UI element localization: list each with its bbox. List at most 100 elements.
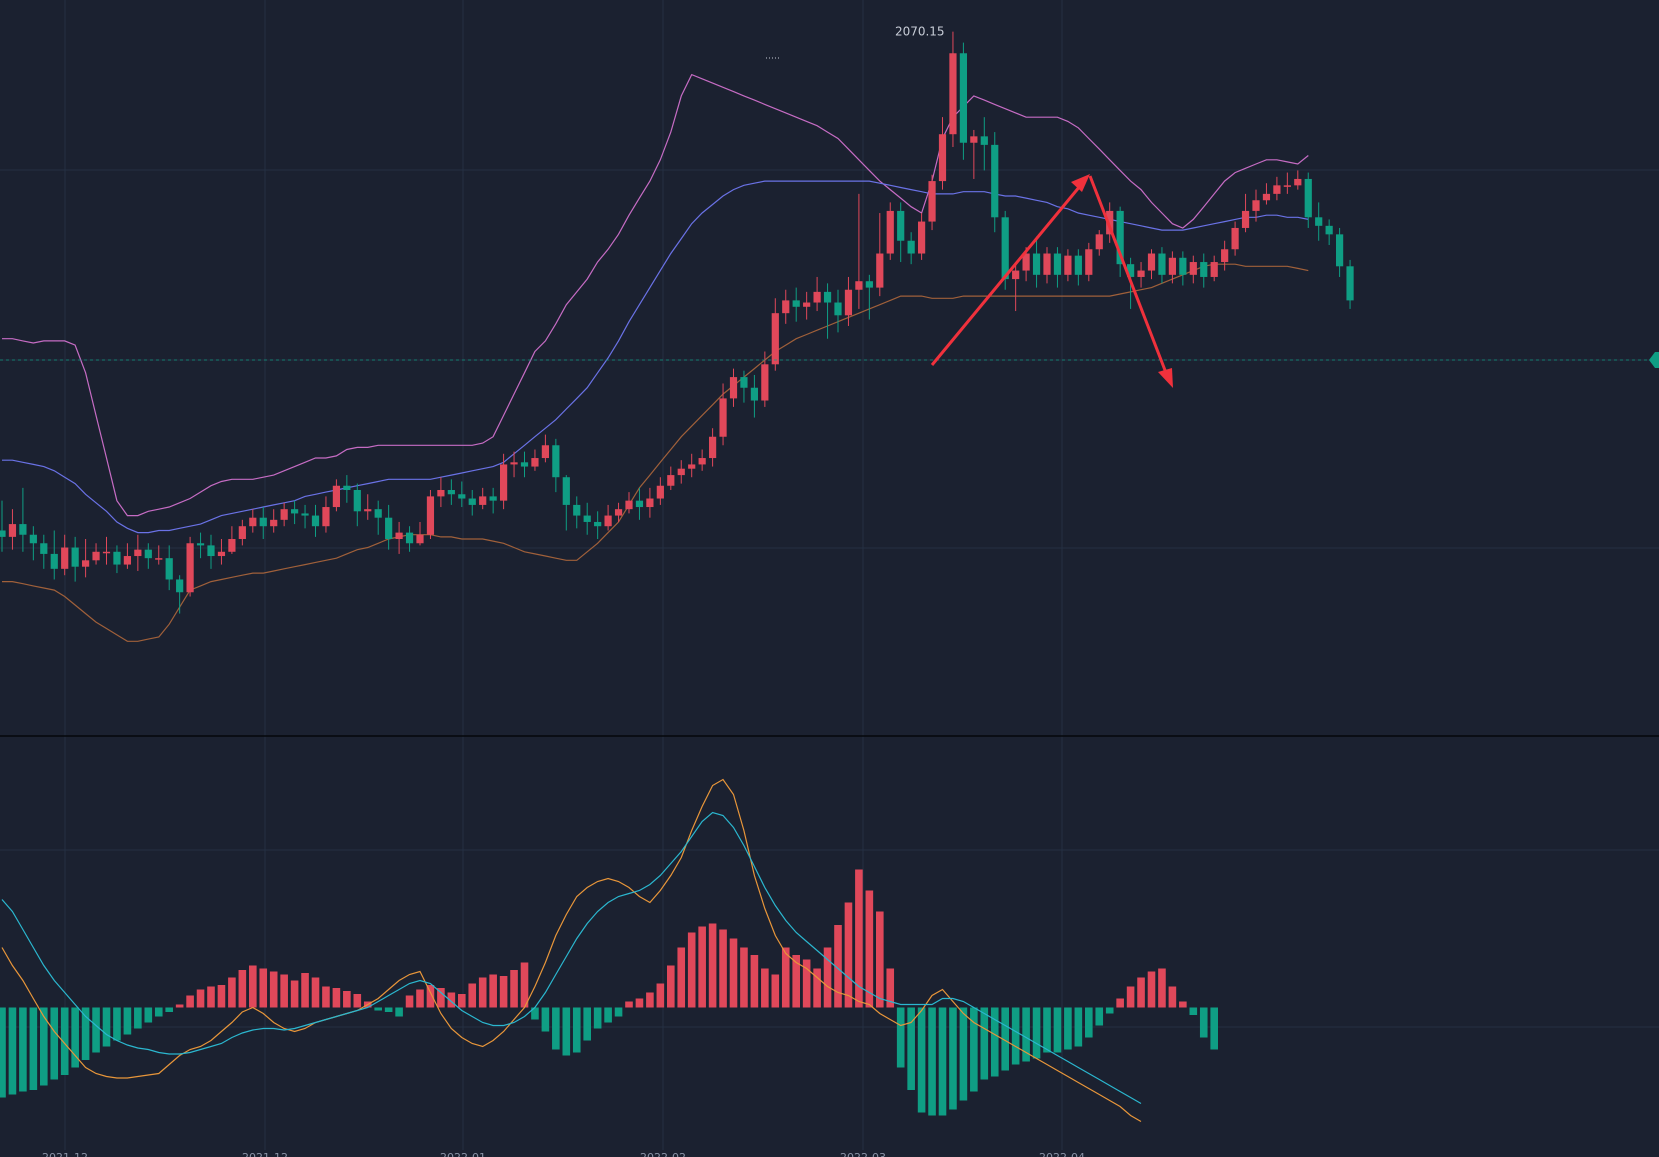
candle-body: [1137, 270, 1145, 277]
candle: [698, 449, 706, 471]
macd-histogram-bar: [1179, 1001, 1187, 1008]
candle-body: [646, 498, 654, 508]
candle-body: [500, 464, 508, 501]
candle-body: [949, 53, 957, 135]
candle: [604, 504, 612, 531]
candle-body: [123, 556, 131, 565]
macd-histogram-bar: [405, 995, 414, 1008]
candle: [625, 492, 633, 514]
x-axis: 2021-12 2021-12 2022-01 2022-02 2022-03 2022-…: [42, 1151, 1085, 1157]
macd-histogram-bar: [698, 926, 706, 1008]
macd-histogram-bar: [1158, 968, 1166, 1008]
candle-body: [489, 496, 497, 501]
macd-histogram-bar: [134, 1007, 142, 1029]
candle-body: [886, 210, 894, 254]
macd-histogram-bar: [154, 1007, 163, 1017]
candle-body: [1147, 253, 1156, 271]
candle-body: [82, 560, 90, 567]
candle: [782, 289, 790, 324]
macd-histogram-bar: [353, 994, 362, 1008]
candle-body: [1325, 225, 1333, 235]
macd-histogram-bar: [50, 1007, 59, 1080]
candle: [458, 481, 466, 508]
candle-body: [541, 445, 549, 459]
macd-histogram-bar: [175, 1004, 184, 1008]
candle-body: [1179, 257, 1187, 275]
candle: [19, 487, 27, 552]
candle: [541, 434, 549, 463]
candle: [1336, 227, 1344, 277]
macd-histogram-bar: [1116, 998, 1124, 1008]
candle-body: [959, 53, 967, 143]
candle: [8, 509, 17, 550]
macd-histogram-bar: [290, 980, 299, 1008]
candle: [343, 475, 351, 503]
macd-histogram-bar: [269, 971, 278, 1008]
macd-histogram-bar: [541, 1007, 550, 1032]
candle: [1032, 236, 1041, 288]
candle-body: [740, 377, 748, 388]
candle-body: [134, 549, 142, 557]
candle-body: [479, 496, 487, 505]
macd-histogram-bar: [81, 1007, 90, 1060]
candle-body: [1252, 200, 1260, 211]
macd-histogram-bar: [343, 991, 351, 1008]
candle: [614, 502, 623, 522]
candle-body: [311, 515, 320, 527]
macd-histogram-bar: [1011, 1007, 1020, 1065]
candle: [1315, 202, 1323, 241]
candle: [646, 487, 654, 518]
macd-histogram-bar: [144, 1007, 153, 1023]
macd-histogram-bar: [301, 973, 309, 1008]
candle: [1147, 249, 1156, 280]
candle: [280, 502, 288, 527]
candle: [876, 213, 884, 297]
candle: [1116, 206, 1124, 277]
candle: [165, 545, 173, 591]
macd-histogram-bar: [1210, 1007, 1218, 1050]
candle: [1283, 172, 1291, 194]
candle-body: [186, 543, 194, 593]
macd-histogram-bar: [60, 1007, 69, 1075]
candle-body: [1262, 193, 1271, 201]
candle-body: [980, 136, 988, 145]
candle: [510, 451, 518, 478]
macd-histogram-bar: [729, 938, 738, 1008]
macd-histogram-bar: [1074, 1007, 1083, 1047]
candle: [667, 466, 675, 490]
highest-price-marker: 2070.15: [766, 25, 945, 59]
candle: [1158, 247, 1166, 284]
x-tick-label: 2022-01: [440, 1151, 486, 1157]
candle-body: [844, 289, 853, 316]
candle: [1179, 251, 1187, 286]
macd-histogram-bar: [196, 989, 205, 1008]
candle-body: [144, 549, 152, 559]
candle-body: [625, 500, 633, 510]
candle-body: [343, 485, 351, 490]
bollinger-lower-line: [2, 263, 1309, 642]
macd-histogram-bar: [823, 947, 832, 1008]
candle-body: [573, 504, 581, 516]
x-tick-label: 2022-03: [840, 1151, 886, 1157]
candle: [270, 509, 278, 533]
candle: [823, 283, 832, 339]
candle-body: [1116, 210, 1124, 265]
x-tick-label: 2022-04: [1039, 1151, 1085, 1157]
candle: [1252, 189, 1260, 222]
candle-body: [1012, 270, 1020, 280]
macd-histogram-bar: [395, 1007, 403, 1017]
candle-body: [259, 517, 267, 527]
macd-histogram-bar: [1105, 1007, 1114, 1014]
candle-body: [416, 534, 424, 544]
macd-histogram-bar: [1001, 1007, 1009, 1071]
down-trend-arrow: [1088, 175, 1170, 379]
candle: [1095, 230, 1103, 256]
macd-histogram-bar: [625, 1001, 633, 1008]
candle: [918, 213, 926, 260]
macd-histogram-bar: [29, 1007, 38, 1090]
candle: [709, 428, 717, 467]
candle-body: [165, 558, 173, 580]
macd-histogram-bar: [635, 998, 644, 1008]
candle-body: [1106, 210, 1114, 235]
candle: [1210, 255, 1218, 282]
